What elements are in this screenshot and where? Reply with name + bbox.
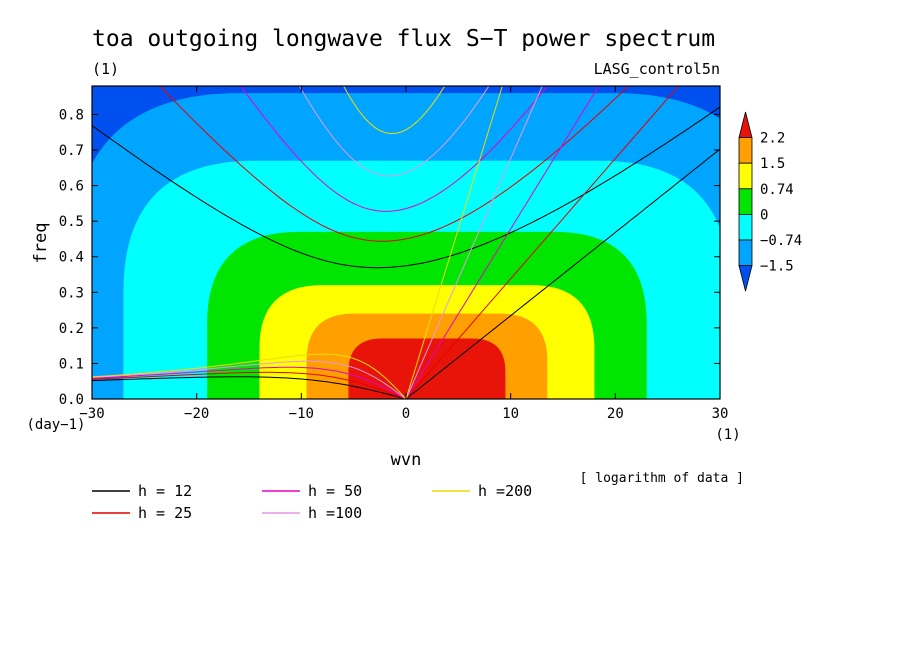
- colorbar-label: −0.74: [760, 233, 802, 249]
- y-tick-label: 0.0: [59, 392, 84, 408]
- legend-label: h = 50: [308, 482, 362, 500]
- chart-subtitle-left: (1): [92, 60, 119, 78]
- gravity-curve-h25: [158, 86, 630, 242]
- rossby-curve-h100: [92, 360, 407, 399]
- x-unit-label: (1): [715, 427, 740, 443]
- colorbar-label: 2.2: [760, 131, 785, 147]
- colorbar-segment: [738, 213, 753, 241]
- chart-subtitle-right: LASG_control5n: [594, 60, 720, 78]
- gravity-curve-h100: [298, 86, 490, 177]
- legend-label: h = 12: [138, 482, 192, 500]
- colorbar-segment: [738, 188, 753, 215]
- y-tick-label: 0.3: [59, 285, 84, 301]
- y-tick-label: 0.7: [59, 143, 84, 159]
- x-tick-label: −10: [289, 406, 314, 422]
- y-tick-label: 0.2: [59, 321, 84, 337]
- x-axis-title: wvn: [391, 450, 422, 470]
- y-tick-label: 0.4: [59, 250, 84, 266]
- colorbar-arrow-bottom: [738, 265, 753, 292]
- field-band-2.2: [348, 338, 506, 399]
- y-tick-label: 0.5: [59, 214, 84, 230]
- colorbar-note: [ logarithm of data ]: [580, 471, 744, 486]
- rossby-curve-h50: [92, 366, 407, 399]
- y-tick-label: 0.8: [59, 107, 84, 123]
- x-tick-label: 10: [502, 406, 519, 422]
- y-unit-label: (day−1): [26, 417, 85, 433]
- gravity-curve-h200: [343, 86, 446, 135]
- kelvin-curve-h12: [405, 148, 720, 399]
- gravity-curve-h50: [240, 86, 549, 212]
- colorbar-segment: [738, 137, 753, 164]
- y-axis: 0.0 0.1 0.2 0.3 0.4 0.5 0.6 0.7 0.8: [59, 107, 720, 408]
- kelvin-curve-h200: [405, 86, 503, 399]
- spectrum-field: [92, 86, 720, 399]
- x-axis: −30 −20 −10 0 10 20 30: [79, 86, 728, 422]
- gravity-curve-h12: [92, 106, 720, 269]
- rossby-curve-h200: [92, 353, 407, 399]
- rossby-curve-h25: [92, 371, 407, 399]
- kelvin-curve-h50: [405, 86, 600, 399]
- colorbar-arrow-top: [738, 111, 753, 138]
- colorbar-segment: [738, 162, 753, 190]
- kelvin-curve-h25: [405, 86, 680, 399]
- chart-title: toa outgoing longwave flux S−T power spe…: [92, 26, 715, 52]
- x-tick-label: 30: [712, 406, 729, 422]
- legend-label: h = 25: [138, 504, 192, 522]
- colorbar-label: 0: [760, 207, 768, 223]
- dispersion-curves: [92, 86, 720, 399]
- x-tick-label: −30: [79, 406, 104, 422]
- legend-label: h =200: [478, 482, 532, 500]
- x-tick-label: −20: [184, 406, 209, 422]
- y-axis-title: freq: [31, 223, 51, 264]
- x-tick-label: 20: [607, 406, 624, 422]
- legend-label: h =100: [308, 504, 362, 522]
- colorbar-segment: [738, 239, 753, 267]
- legend: h = 12 h = 25 h = 50 h =100 h =200: [92, 482, 532, 522]
- colorbar-label: 0.74: [760, 182, 794, 198]
- rossby-curve-h12: [92, 376, 407, 399]
- colorbar-label: −1.5: [760, 259, 794, 275]
- y-tick-label: 0.6: [59, 179, 84, 195]
- kelvin-curve-h100: [405, 86, 543, 399]
- colorbar-label: 1.5: [760, 156, 785, 172]
- x-tick-label: 0: [402, 406, 410, 422]
- y-tick-label: 0.1: [59, 356, 84, 372]
- colorbar: 2.2 1.5 0.74 0 −0.74 −1.5: [738, 111, 802, 292]
